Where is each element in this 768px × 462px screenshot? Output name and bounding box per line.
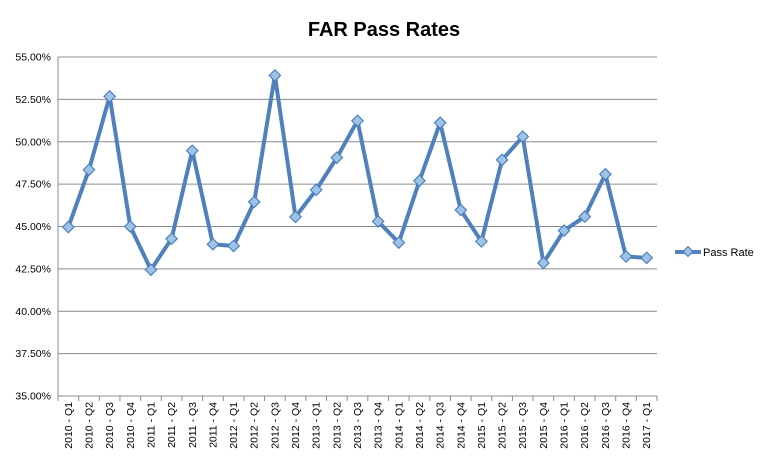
y-tick-label: 52.50% <box>15 94 51 106</box>
data-point <box>268 68 282 82</box>
data-point <box>433 116 447 130</box>
data-point <box>454 203 468 217</box>
x-tick-label: 2013 - Q3 <box>352 402 364 449</box>
data-point <box>350 114 365 128</box>
data-point <box>619 249 633 264</box>
x-tick-label: 2011 - Q1 <box>145 402 157 448</box>
x-tick-label: 2010 - Q1 <box>63 402 75 449</box>
y-tick-label: 45.00% <box>15 221 51 233</box>
legend-label: Pass Rate <box>703 247 754 259</box>
x-tick-label: 2011 - Q3 <box>187 402 199 448</box>
y-tick-label: 35.00% <box>15 391 51 403</box>
data-point <box>474 234 488 248</box>
data-point <box>330 151 344 165</box>
y-tick-label: 37.50% <box>15 348 51 360</box>
data-point <box>640 251 654 265</box>
axes <box>57 57 658 401</box>
legend: Pass Rate <box>675 245 754 259</box>
y-tick-label: 47.50% <box>15 179 51 191</box>
data-point <box>309 183 323 197</box>
data-point <box>557 224 571 238</box>
y-axis-tick-labels: 35.00% 37.50% 40.00% 42.50% 45.00% 47.50% 50.0… <box>15 52 51 403</box>
x-tick-label: 2011 - Q4 <box>207 402 219 448</box>
x-tick-label: 2014 - Q3 <box>435 402 447 449</box>
x-tick-label: 2015 - Q4 <box>538 402 550 449</box>
x-tick-label: 2016 - Q2 <box>579 402 591 449</box>
y-tick-label: 40.00% <box>15 306 51 318</box>
x-axis-tick-labels: 2010 - Q1 2010 - Q2 2010 - Q3 2010 - Q4 2011… <box>63 402 653 449</box>
y-tick-label: 42.50% <box>15 263 51 275</box>
data-point <box>289 210 303 224</box>
x-tick-label: 2013 - Q2 <box>331 402 343 449</box>
x-tick-label: 2015 - Q2 <box>497 402 509 449</box>
data-point <box>412 174 426 188</box>
x-tick-label: 2012 - Q4 <box>290 402 302 449</box>
data-point <box>227 239 241 253</box>
x-tick-label: 2015 - Q1 <box>476 402 488 449</box>
x-tick-label: 2011 - Q2 <box>166 402 178 448</box>
x-tick-label: 2014 - Q1 <box>393 402 405 449</box>
data-point <box>206 237 220 251</box>
x-tick-label: 2017 - Q1 <box>641 402 653 449</box>
data-point <box>103 89 117 103</box>
x-tick-label: 2010 - Q3 <box>104 402 116 449</box>
data-point <box>578 210 592 224</box>
y-tick-label: 55.00% <box>15 52 51 64</box>
data-point <box>123 219 137 234</box>
data-point <box>61 220 75 234</box>
data-point <box>144 263 158 277</box>
data-point <box>598 167 612 181</box>
x-tick-label: 2013 - Q4 <box>373 402 385 449</box>
data-point <box>392 236 406 250</box>
data-point <box>495 153 509 167</box>
x-tick-label: 2016 - Q1 <box>559 402 571 449</box>
x-tick-label: 2016 - Q3 <box>600 402 612 449</box>
x-tick-label: 2012 - Q2 <box>249 402 261 449</box>
x-tick-label: 2013 - Q1 <box>311 402 323 449</box>
x-tick-label: 2015 - Q3 <box>517 402 529 449</box>
x-tick-label: 2016 - Q4 <box>621 402 633 449</box>
x-tick-label: 2014 - Q4 <box>455 402 467 449</box>
chart-title: FAR Pass Rates <box>308 19 460 41</box>
data-point <box>516 130 530 144</box>
y-gridlines <box>58 56 657 397</box>
x-tick-label: 2012 - Q3 <box>269 402 281 449</box>
data-point <box>247 195 261 209</box>
y-tick-label: 50.00% <box>15 136 51 148</box>
legend-marker-icon <box>682 245 694 258</box>
x-tick-label: 2014 - Q2 <box>414 402 426 449</box>
x-tick-label: 2010 - Q4 <box>125 402 137 449</box>
data-point <box>82 163 96 177</box>
x-tick-label: 2012 - Q1 <box>228 402 240 449</box>
data-point <box>165 232 179 246</box>
data-point <box>536 256 550 270</box>
data-point <box>371 214 385 228</box>
series-line <box>66 73 649 272</box>
series-pass-rate <box>61 68 654 277</box>
x-tick-label: 2010 - Q2 <box>83 402 95 449</box>
data-point <box>185 144 199 158</box>
